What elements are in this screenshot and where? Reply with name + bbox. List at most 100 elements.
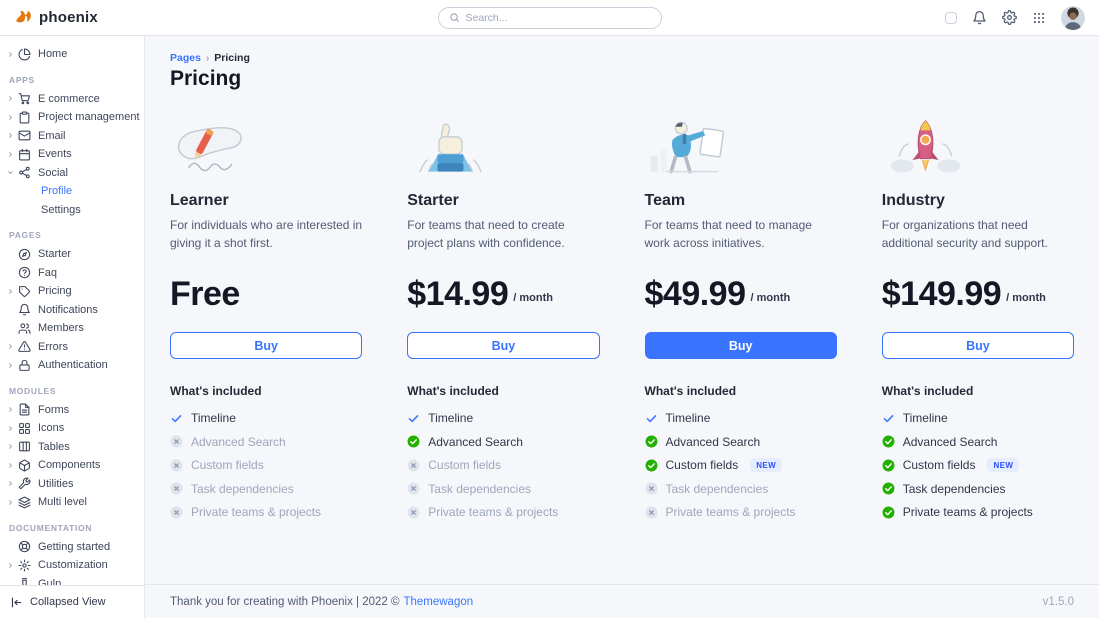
plan-description: For teams that need to manage work acros…: [644, 218, 812, 250]
feature-label: Custom fields: [428, 458, 501, 472]
breadcrumb-current: Pricing: [214, 52, 250, 64]
whats-included-heading: What's included: [170, 384, 262, 398]
chevron-right-icon: [7, 362, 16, 369]
sidebar-item-icons[interactable]: Icons: [0, 419, 144, 438]
user-avatar[interactable]: [1061, 5, 1085, 30]
thumbs-up-illustration: [407, 118, 599, 176]
sidebar-item-notifications[interactable]: Notifications: [0, 301, 144, 320]
feature-label: Private teams & projects: [191, 505, 322, 519]
breadcrumb-pages-link[interactable]: Pages: [170, 52, 201, 64]
sidebar-item-label: Project management: [38, 111, 140, 124]
plan-price-period: / month: [750, 292, 791, 304]
feature-label: Custom fields: [191, 458, 264, 472]
x-circle-icon: [170, 459, 183, 472]
collapsed-view-toggle[interactable]: Collapsed View: [0, 585, 144, 618]
rocket-launch-illustration: [882, 118, 1074, 176]
theme-toggle[interactable]: [945, 11, 957, 24]
buy-button-industry[interactable]: Buy: [881, 332, 1074, 359]
sidebar-section-label: APPS: [9, 74, 35, 85]
sidebar-item-authentication[interactable]: Authentication: [0, 356, 144, 375]
sidebar-item-label: Members: [38, 322, 84, 335]
feature-label: Advanced Search: [665, 434, 761, 449]
sidebar-item-members[interactable]: Members: [0, 319, 144, 338]
apps-grid-icon[interactable]: [1032, 11, 1046, 25]
sidebar-item-label: Starter: [38, 248, 72, 261]
sidebar-item-multi-level[interactable]: Multi level: [0, 493, 144, 512]
collapsed-view-label: Collapsed View: [30, 596, 106, 608]
bell-icon[interactable]: [972, 10, 987, 25]
sidebar-item-label: E commerce: [38, 92, 100, 105]
sidebar-item-label: Components: [38, 459, 101, 472]
sidebar-item-tables[interactable]: Tables: [0, 438, 144, 457]
new-badge: NEW: [987, 458, 1020, 472]
search-bar[interactable]: [437, 6, 662, 29]
sidebar-item-forms[interactable]: Forms: [0, 401, 144, 420]
pricing-plan-card-team: Team For teams that need to manage work …: [644, 118, 837, 529]
plan-price-row: Free: [170, 272, 362, 316]
check-circle-icon: [645, 459, 658, 472]
feature-label: Task dependencies: [902, 481, 1006, 496]
sidebar-item-project-management[interactable]: Project management: [0, 108, 144, 127]
sidebar-subitem-profile[interactable]: Profile: [41, 185, 73, 198]
chevron-right-icon: [7, 151, 16, 158]
page-title: Pricing: [170, 67, 242, 90]
feature-label: Advanced Search: [902, 434, 998, 449]
buy-button-team[interactable]: Buy: [644, 332, 837, 359]
presenting-person-illustration: [645, 118, 837, 176]
sidebar-item-social[interactable]: Social: [0, 164, 144, 183]
feature-label: Advanced Search: [428, 434, 523, 449]
sidebar-item-label: Events: [38, 148, 72, 161]
buy-button-learner[interactable]: Buy: [170, 332, 363, 359]
phoenix-bird-icon: [16, 10, 31, 23]
pricing-plans-grid: Learner For individuals who are interest…: [170, 118, 1074, 529]
buy-button-starter[interactable]: Buy: [407, 332, 600, 359]
themewagon-link[interactable]: Themewagon: [403, 595, 474, 608]
sidebar-item-events[interactable]: Events: [0, 145, 144, 164]
x-circle-icon: [170, 482, 183, 495]
plan-price-row: $149.99 / month: [882, 272, 1074, 316]
sidebar-section: APPS E commerce Project management Email…: [0, 64, 144, 220]
sidebar-section-label: DOCUMENTATION: [9, 522, 93, 533]
search-input[interactable]: [465, 11, 651, 24]
plan-name: Starter: [407, 192, 459, 209]
sidebar-item-e-commerce[interactable]: E commerce: [0, 90, 144, 109]
plan-price-row: $14.99 / month: [407, 272, 599, 316]
sidebar-item-gulp[interactable]: Gulp: [0, 575, 144, 585]
feature-item: Timeline: [170, 411, 362, 425]
feature-item: Custom fields NEW: [645, 458, 837, 472]
sidebar-item-faq[interactable]: Faq: [0, 264, 144, 283]
chevron-right-icon: [7, 406, 16, 413]
sidebar-item-pricing[interactable]: Pricing: [0, 282, 144, 301]
sidebar-item-label: Pricing: [38, 285, 72, 298]
sidebar-item-label: Authentication: [38, 359, 108, 372]
sidebar-item-customization[interactable]: Customization: [0, 556, 144, 575]
clipboard-icon: [18, 111, 31, 124]
sidebar-item-home[interactable]: Home: [0, 45, 144, 64]
brand-logo[interactable]: phoenix: [14, 8, 98, 27]
gear-icon[interactable]: [1002, 10, 1017, 25]
sidebar-subitem-settings[interactable]: Settings: [41, 203, 81, 216]
table-icon: [18, 440, 31, 453]
sidebar-item-label: Gulp: [38, 577, 62, 585]
sidebar-item-errors[interactable]: Errors: [0, 338, 144, 357]
sidebar-item-utilities[interactable]: Utilities: [0, 475, 144, 494]
breadcrumb-separator: ›: [205, 52, 210, 64]
bell-icon: [18, 303, 31, 316]
cup-icon: [18, 577, 31, 585]
feature-list: Timeline Advanced Search Custom fields N…: [645, 411, 837, 519]
plan-description: For individuals who are interested in gi…: [170, 218, 363, 250]
sidebar-item-components[interactable]: Components: [0, 456, 144, 475]
check-circle-icon: [882, 435, 895, 448]
sidebar-item-starter[interactable]: Starter: [0, 245, 144, 264]
feature-label: Task dependencies: [665, 481, 769, 496]
feature-label: Private teams & projects: [665, 505, 796, 519]
chevron-right-icon: [7, 425, 16, 432]
collapse-panel-icon: [10, 596, 23, 609]
sidebar-item-getting-started[interactable]: Getting started: [0, 538, 144, 557]
sidebar-section: DOCUMENTATION Getting started Customizat…: [0, 512, 144, 585]
sidebar-item-label: Social: [38, 166, 68, 179]
check-circle-icon: [407, 435, 420, 448]
sidebar-section-label: MODULES: [9, 385, 57, 396]
chevron-right-icon: [7, 499, 16, 506]
sidebar-item-email[interactable]: Email: [0, 127, 144, 146]
